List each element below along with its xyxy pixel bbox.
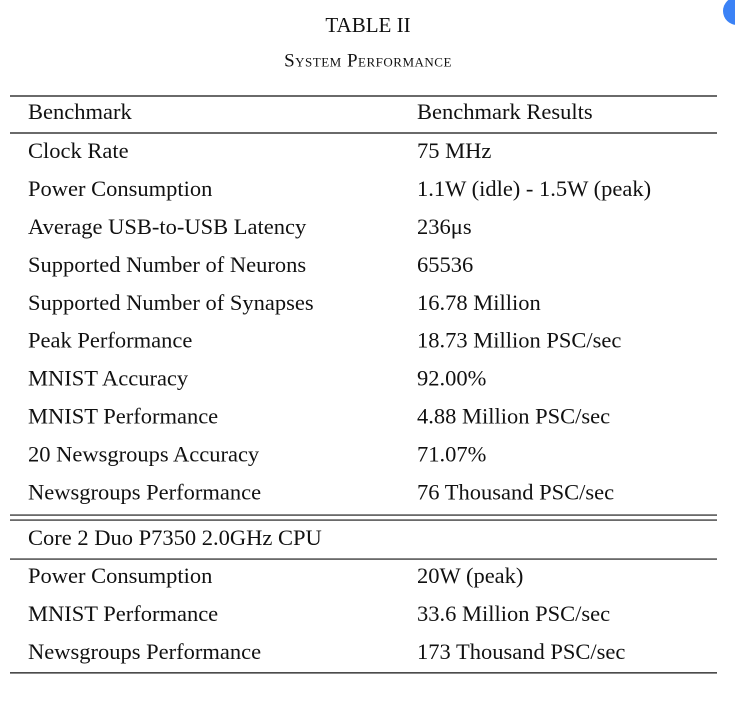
benchmark-cell: Power Consumption <box>28 563 212 588</box>
section-heading: Core 2 Duo P7350 2.0GHz CPU <box>28 525 322 550</box>
result-cell: 65536 <box>417 252 473 277</box>
result-cell: 20W (peak) <box>417 563 523 588</box>
header-cell: Benchmark <box>28 99 132 124</box>
benchmark-cell: MNIST Accuracy <box>28 366 189 391</box>
benchmark-cell: MNIST Performance <box>28 403 218 428</box>
benchmark-cell: Newsgroups Performance <box>28 479 261 504</box>
result-cell: 4.88 Million PSC/sec <box>417 403 610 428</box>
corner-icon <box>723 0 735 25</box>
benchmark-cell: Peak Performance <box>28 328 192 353</box>
result-cell: 16.78 Million <box>417 290 541 315</box>
result-cell: 92.00% <box>417 366 486 391</box>
header-cell: Benchmark Results <box>417 99 593 124</box>
benchmark-cell: Newsgroups Performance <box>28 639 261 664</box>
result-cell: 1.1W (idle) - 1.5W (peak) <box>417 176 651 201</box>
table-title: TABLE II <box>325 13 410 37</box>
benchmark-cell: Supported Number of Synapses <box>28 290 314 315</box>
result-cell: 71.07% <box>417 441 486 466</box>
benchmark-cell: Clock Rate <box>28 138 129 163</box>
benchmark-cell: Average USB-to-USB Latency <box>28 214 307 239</box>
result-cell: 76 Thousand PSC/sec <box>417 479 614 504</box>
benchmark-cell: 20 Newsgroups Accuracy <box>28 441 260 466</box>
benchmark-cell: Power Consumption <box>28 176 212 201</box>
result-cell: 18.73 Million PSC/sec <box>417 328 621 353</box>
result-cell: 75 MHz <box>417 138 491 163</box>
result-cell: 173 Thousand PSC/sec <box>417 639 625 664</box>
table-subtitle: System Performance <box>284 50 452 71</box>
result-cell: 236μs <box>417 214 472 239</box>
benchmark-cell: MNIST Performance <box>28 601 218 626</box>
benchmark-cell: Supported Number of Neurons <box>28 252 306 277</box>
result-cell: 33.6 Million PSC/sec <box>417 601 610 626</box>
